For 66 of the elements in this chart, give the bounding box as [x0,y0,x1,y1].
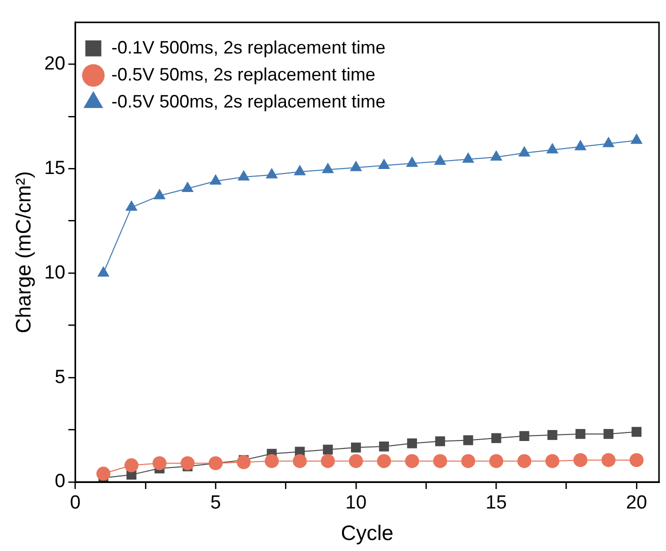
point [152,456,167,470]
point [519,431,530,441]
point [264,454,279,468]
point [292,454,307,468]
point [575,429,586,439]
point [545,454,560,468]
y-tick-label: 0 [54,471,66,492]
point [377,454,392,468]
point [630,453,644,468]
legend-label: -0.5V 50ms, 2s replacement time [111,64,376,84]
point [96,466,110,481]
point [463,435,474,446]
point [574,140,586,150]
point [433,454,448,468]
point [406,156,418,167]
point [379,442,389,452]
y-tick-label: 15 [44,158,66,179]
point [518,146,530,156]
point [125,200,138,211]
x-tick-label: 20 [626,492,648,514]
point [238,170,250,180]
point [517,454,532,468]
point [546,142,558,154]
point [491,433,502,444]
point [630,133,643,144]
point [434,154,446,165]
point [461,454,476,468]
legend-label: -0.1V 500ms, 2s replacement time [111,37,386,58]
point [350,442,361,452]
point [320,454,335,468]
point [294,164,306,176]
x-tick-label: 10 [345,492,367,514]
point [573,453,588,468]
x-axis-title: Cycle [340,522,394,546]
point [266,168,278,178]
point [236,455,251,470]
point [604,429,614,439]
x-tick-label: 0 [70,492,81,514]
point [124,458,138,472]
point [632,426,642,437]
x-tick-label: 5 [210,492,221,514]
point [350,160,362,172]
point [405,454,420,468]
point [601,453,616,468]
y-tick-label: 20 [44,53,66,74]
point [435,436,446,446]
point [180,456,195,470]
point [348,454,363,468]
point [322,444,333,455]
x-tick-label: 15 [486,492,507,514]
point [547,430,558,440]
y-axis-title: Charge (mC/cm²) [12,171,36,334]
point [182,181,194,192]
point [490,150,502,161]
point [462,152,474,163]
point [602,136,615,148]
point [210,174,222,185]
legend-label: -0.5V 500ms, 2s replacement time [111,91,386,112]
point [489,454,504,468]
point [97,266,110,277]
y-tick-label: 5 [54,366,66,388]
point [153,188,166,200]
point [407,438,418,448]
point [322,162,334,174]
point [378,158,390,170]
y-tick-label: 10 [44,262,66,284]
